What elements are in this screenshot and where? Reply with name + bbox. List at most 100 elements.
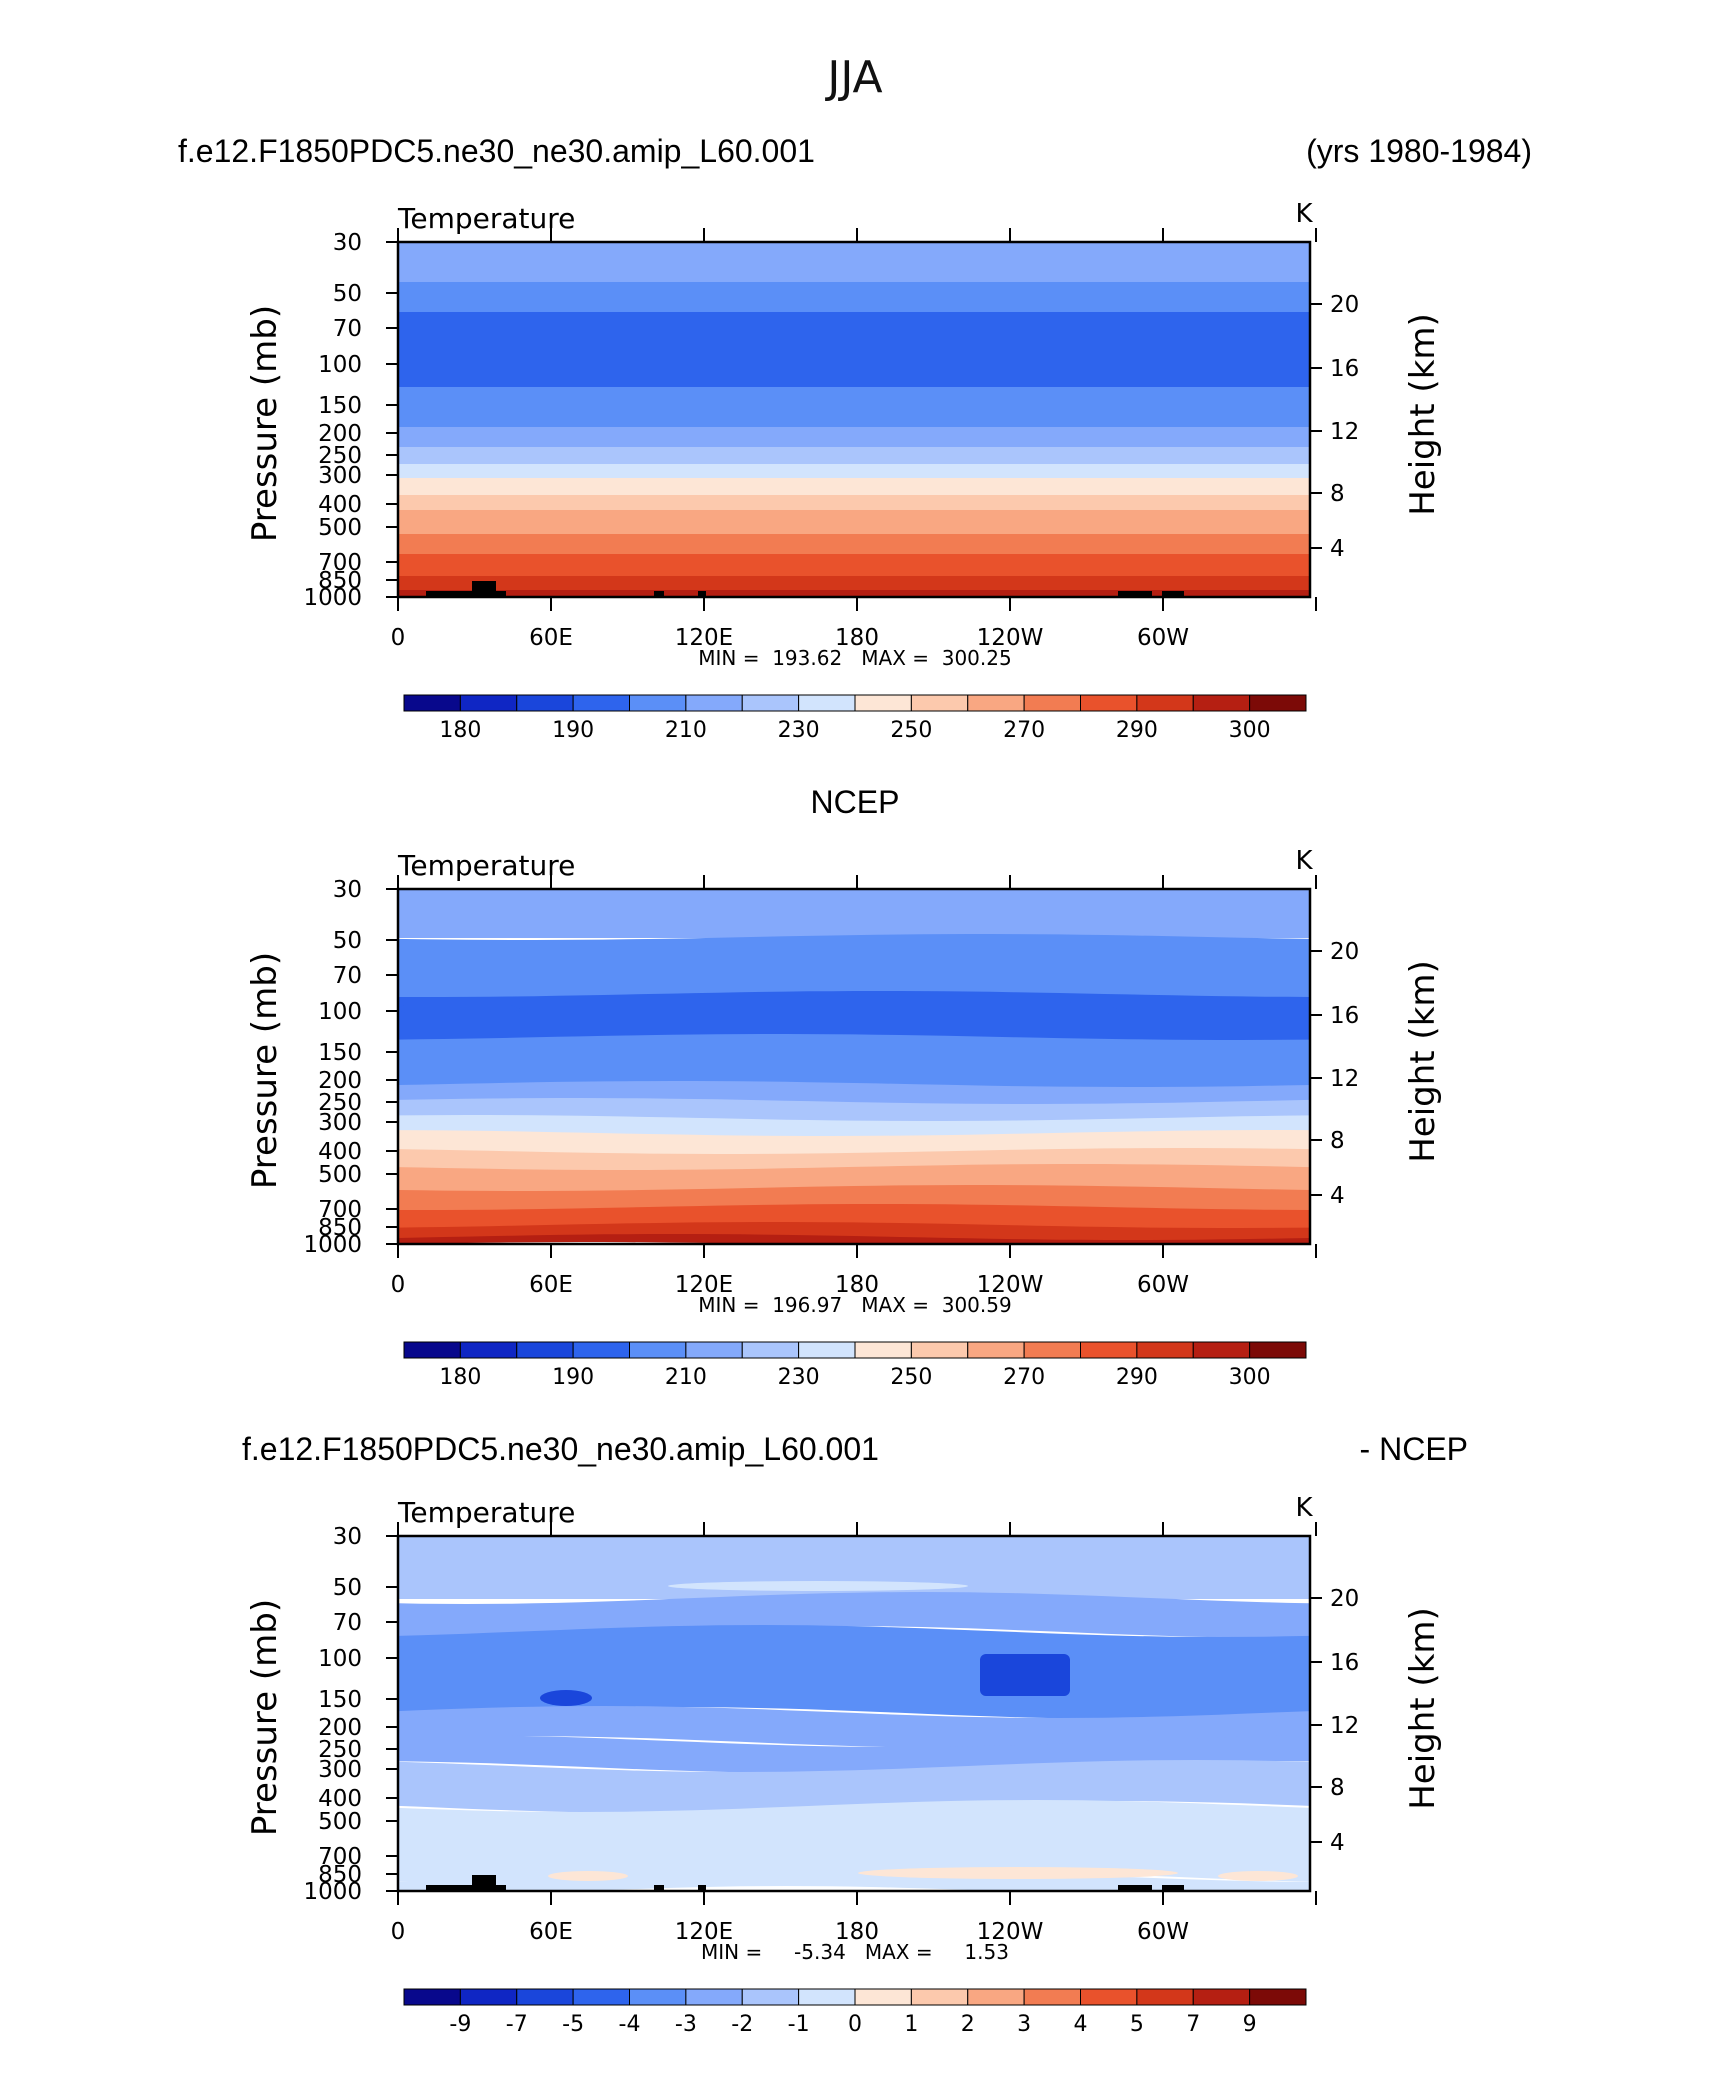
y-axis-label: Pressure (mb) (245, 305, 285, 542)
x-tick-label: 0 (391, 1919, 406, 1945)
y-tick-label: 200 (318, 1068, 362, 1094)
contour-band (398, 1536, 1310, 1599)
y-tick-label: 70 (333, 1610, 362, 1636)
contour-feature (980, 1654, 1070, 1696)
colorbar-swatch (741, 1341, 800, 1359)
colorbar-label: -1 (788, 2012, 810, 2037)
colorbar-swatch (516, 1341, 574, 1359)
colorbar-label: -9 (449, 2012, 471, 2037)
colorbar-swatch (629, 694, 687, 712)
colorbar-label: 250 (890, 718, 932, 743)
contour-band (398, 1800, 1310, 1883)
colorbar-label: 180 (439, 1365, 481, 1390)
colorbar-label: 300 (1229, 1365, 1271, 1390)
contour-band (398, 1098, 1310, 1122)
colorbar-label: 290 (1116, 1365, 1158, 1390)
colorbar-swatch (854, 1341, 912, 1359)
plot-area (398, 242, 1310, 597)
topography (698, 591, 706, 597)
y-tick-label: 250 (318, 1737, 362, 1763)
panel-subtitle: Temperature (397, 849, 575, 882)
contour-band (398, 1185, 1310, 1211)
colorbar-swatch (629, 1988, 687, 2006)
contour-band (398, 889, 1310, 938)
colorbar-swatch (685, 1341, 743, 1359)
contour-band (398, 387, 1310, 428)
topography (654, 1885, 664, 1891)
y-tick-label: 150 (318, 1040, 362, 1066)
y-right-tick-label: 12 (1330, 419, 1359, 445)
contour-feature (548, 1871, 628, 1881)
colorbar-swatch (910, 1341, 969, 1359)
units-label: K (1295, 1493, 1313, 1523)
colorbar-swatch (1249, 1988, 1307, 2006)
contour-band (398, 1164, 1310, 1192)
colorbar-swatch (798, 694, 856, 712)
colorbar-swatch (516, 1988, 574, 2006)
y-tick-label: 1000 (303, 1879, 362, 1905)
colorbar-label: 230 (778, 1365, 820, 1390)
topography (472, 1875, 496, 1891)
contour-band (398, 495, 1310, 511)
y-tick-label: 50 (333, 1575, 362, 1601)
y-right-axis-label: Height (km) (1403, 1607, 1443, 1810)
contour-band (398, 447, 1310, 465)
contour-band (398, 1234, 1310, 1244)
contour-feature (398, 1001, 518, 1017)
y-tick-label: 1000 (303, 585, 362, 611)
colorbar-label: 2 (961, 2012, 975, 2037)
contour-feature (668, 1581, 968, 1591)
contour-band (398, 576, 1310, 591)
colorbar-swatch (967, 1341, 1025, 1359)
y-axis-label: Pressure (mb) (245, 952, 285, 1189)
topography (426, 1885, 486, 1891)
x-tick-label: 60W (1137, 1919, 1189, 1945)
colorbar-swatch (459, 1341, 518, 1359)
y-right-tick-label: 12 (1330, 1713, 1359, 1739)
units-label: K (1295, 846, 1313, 876)
colorbar-swatch (910, 694, 969, 712)
colorbar-label: -2 (731, 2012, 753, 2037)
colorbar-swatch (1136, 694, 1194, 712)
colorbar-swatch (1023, 694, 1081, 712)
y-tick-label: 400 (318, 1139, 362, 1165)
panel-subtitle: Temperature (397, 1496, 575, 1529)
contour-band (398, 534, 1310, 555)
x-tick-label: 60E (529, 625, 573, 651)
contour-band (398, 590, 1310, 597)
contour-band (398, 1760, 1310, 1813)
contour-band (398, 1115, 1310, 1137)
y-tick-label: 150 (318, 393, 362, 419)
colorbar-label: 270 (1003, 718, 1045, 743)
colorbar-swatch (516, 694, 574, 712)
y-tick-label: 200 (318, 421, 362, 447)
y-right-tick-label: 20 (1330, 939, 1359, 965)
colorbar-swatch (854, 694, 912, 712)
colorbar-label: -7 (506, 2012, 528, 2037)
colorbar-swatch (1249, 694, 1307, 712)
y-right-tick-label: 12 (1330, 1066, 1359, 1092)
y-tick-label: 700 (318, 1844, 362, 1870)
colorbar-label: 210 (665, 718, 707, 743)
colorbar-swatch (1249, 1341, 1307, 1359)
x-tick-label: 120E (675, 1272, 733, 1298)
y-right-tick-label: 4 (1330, 1183, 1345, 1209)
colorbar-label: 290 (1116, 718, 1158, 743)
contour-band (398, 1204, 1310, 1229)
y-tick-label: 250 (318, 443, 362, 469)
y-tick-label: 400 (318, 492, 362, 518)
x-tick-label: 180 (835, 1919, 879, 1945)
contour-feature (540, 1690, 592, 1706)
y-right-tick-label: 16 (1330, 356, 1359, 382)
contour-band (398, 1034, 1310, 1088)
colorbar-swatch (1192, 694, 1251, 712)
contour-band (398, 1592, 1310, 1638)
colorbar-swatch (459, 1988, 518, 2006)
x-tick-label: 120W (977, 1272, 1044, 1298)
x-tick-label: 120E (675, 1919, 733, 1945)
y-right-axis-label: Height (km) (1403, 960, 1443, 1163)
colorbar-swatch (685, 1988, 743, 2006)
x-tick-label: 120E (675, 625, 733, 651)
contour-band (398, 478, 1310, 496)
y-right-tick-label: 16 (1330, 1003, 1359, 1029)
